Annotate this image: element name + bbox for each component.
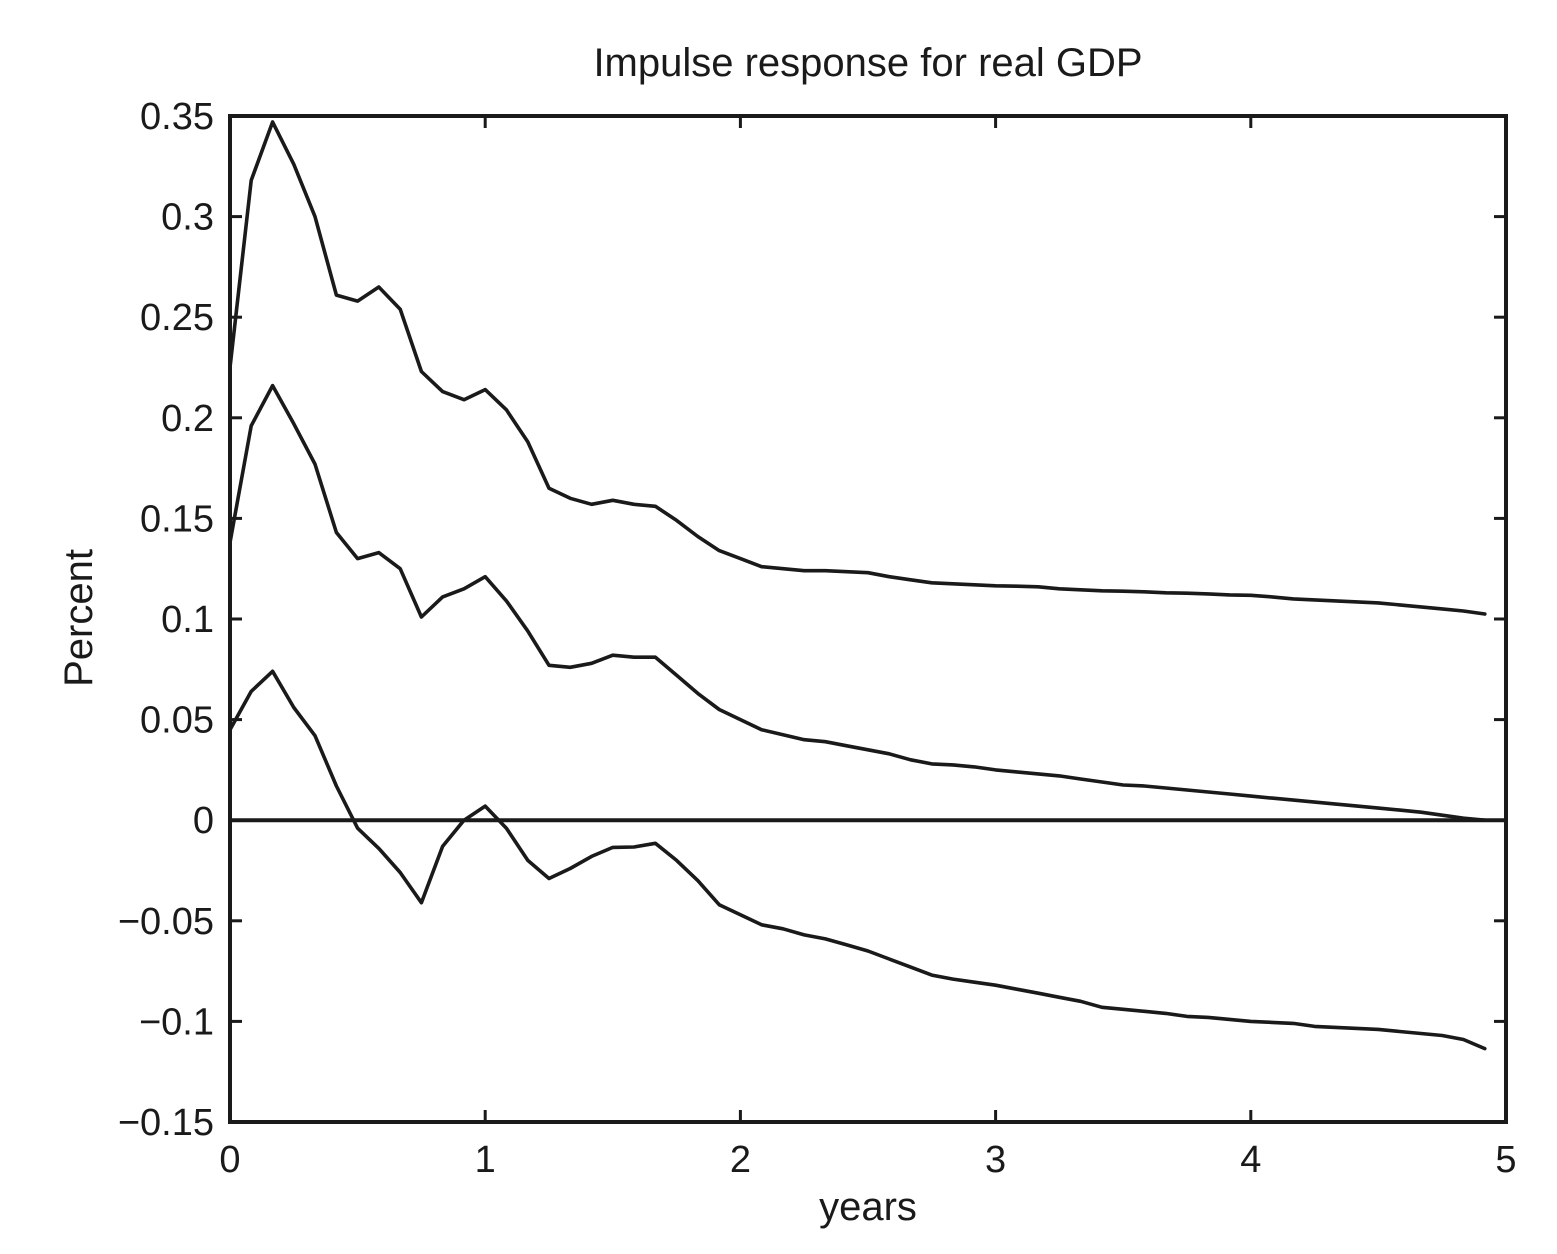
chart-title: Impulse response for real GDP xyxy=(593,41,1142,85)
y-tick-label: 0.25 xyxy=(140,297,214,339)
x-tick-label: 1 xyxy=(475,1139,496,1181)
y-tick-label: −0.05 xyxy=(118,901,214,943)
y-tick-label: 0.35 xyxy=(140,96,214,138)
plot-frame xyxy=(228,114,1508,1124)
x-tick-label: 0 xyxy=(219,1139,240,1181)
x-tick-label: 5 xyxy=(1495,1139,1516,1181)
y-tick-label: 0.15 xyxy=(140,498,214,540)
x-tick-label: 2 xyxy=(730,1139,751,1181)
x-tick-label: 3 xyxy=(985,1139,1006,1181)
series-line-upper xyxy=(228,120,1487,616)
x-tick-label: 4 xyxy=(1240,1139,1261,1181)
series-group xyxy=(228,120,1487,1051)
y-tick-label: −0.15 xyxy=(118,1102,214,1144)
series-line-lower xyxy=(228,669,1487,1051)
x-axis: 0 1 2 3 4 5 xyxy=(219,116,1517,1181)
x-axis-label: years xyxy=(819,1185,917,1229)
y-tick-label: 0.05 xyxy=(140,700,214,742)
y-tick-label: 0.2 xyxy=(161,398,214,440)
y-tick-label: 0 xyxy=(193,800,214,842)
y-axis-label: Percent xyxy=(57,549,101,687)
series-line-median xyxy=(228,383,1487,823)
y-axis: 0.35 0.3 0.25 0.2 0.15 0.1 0.05 0 −0.05 −0.1 −0.15 xyxy=(118,96,1506,1144)
y-tick-label: 0.3 xyxy=(161,197,214,239)
y-tick-label: 0.1 xyxy=(161,599,214,641)
y-tick-label: −0.1 xyxy=(139,1001,214,1043)
